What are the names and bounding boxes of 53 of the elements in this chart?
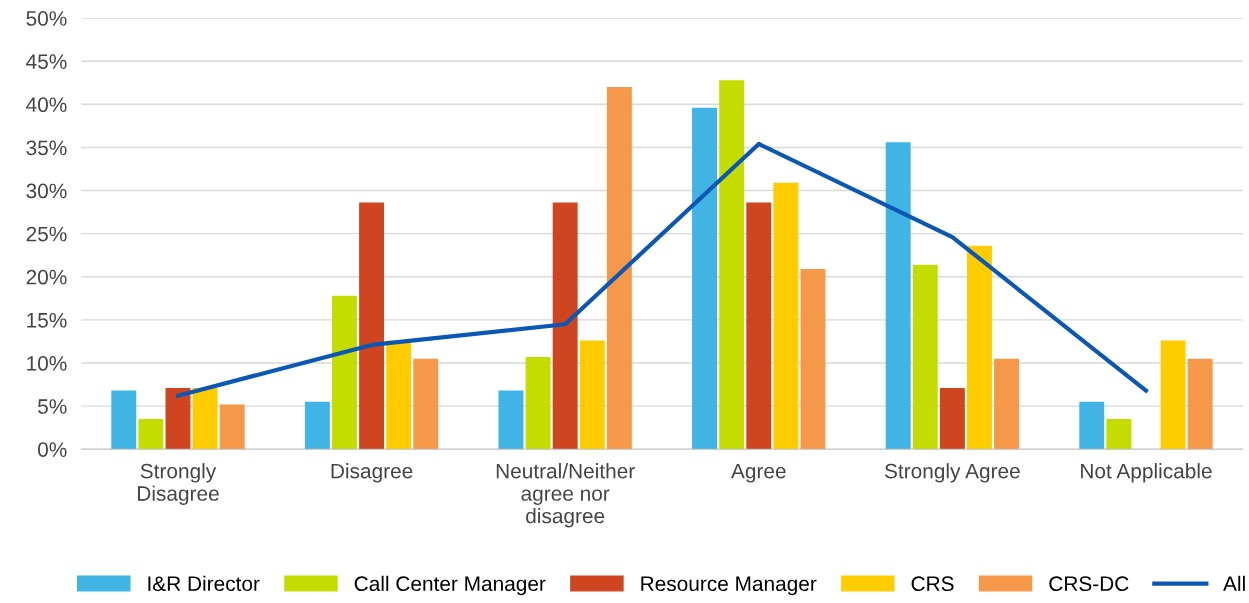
y-tick-label: 20% (26, 269, 67, 285)
x-tick-label: Agree (731, 463, 786, 483)
line-series (175, 141, 1149, 398)
bar (885, 142, 911, 450)
bar (1106, 419, 1132, 450)
bar (111, 390, 137, 450)
bar (219, 404, 245, 450)
bar (359, 202, 385, 450)
y-tick-label: 0% (38, 442, 67, 457)
y-tick-label: 40% (26, 97, 67, 113)
y-tick-label: 30% (26, 183, 67, 199)
legend-label: I&R Director (148, 575, 260, 592)
y-tick-label: 25% (26, 226, 67, 242)
bar (1187, 358, 1213, 450)
x-tick-label: Not Applicable (1081, 463, 1212, 483)
bar (1160, 340, 1186, 450)
bar (800, 269, 826, 450)
legend-label: CRS-DC (1049, 576, 1129, 592)
bar (1079, 401, 1105, 450)
bar (967, 245, 992, 450)
legend-label: All (1223, 575, 1245, 591)
bar (939, 388, 965, 450)
bar (606, 87, 632, 450)
bar (304, 401, 330, 450)
bar (912, 264, 938, 450)
bar (165, 388, 191, 450)
bar (719, 80, 745, 450)
bar (552, 202, 578, 450)
bar (138, 419, 164, 450)
legend-label: Call Center Manager (354, 575, 546, 596)
x-tick-label: Neutral/Neither agree nor disagree (496, 463, 635, 528)
bar (994, 358, 1020, 450)
bar (332, 295, 357, 450)
bar (773, 182, 799, 450)
bar (498, 390, 524, 450)
bar (525, 356, 551, 450)
y-tick-label: 35% (26, 140, 67, 156)
x-tick-label: Strongly Disagree (138, 463, 219, 505)
y-tick-label: 50% (26, 11, 67, 26)
bar (579, 340, 605, 450)
bar (746, 202, 772, 450)
legend-label: CRS (911, 576, 954, 592)
y-tick-label: 15% (27, 312, 67, 328)
x-tick-label: Strongly Agree (884, 463, 1020, 483)
y-tick-label: 5% (38, 399, 67, 414)
bar (386, 340, 412, 450)
bar (413, 358, 439, 450)
x-tick-label: Disagree (331, 463, 413, 483)
y-tick-label: 45% (26, 54, 67, 69)
legend-label: Resource Manager (641, 576, 817, 596)
bar (192, 388, 218, 450)
bar (692, 107, 718, 450)
y-tick-label: 10% (27, 356, 67, 371)
